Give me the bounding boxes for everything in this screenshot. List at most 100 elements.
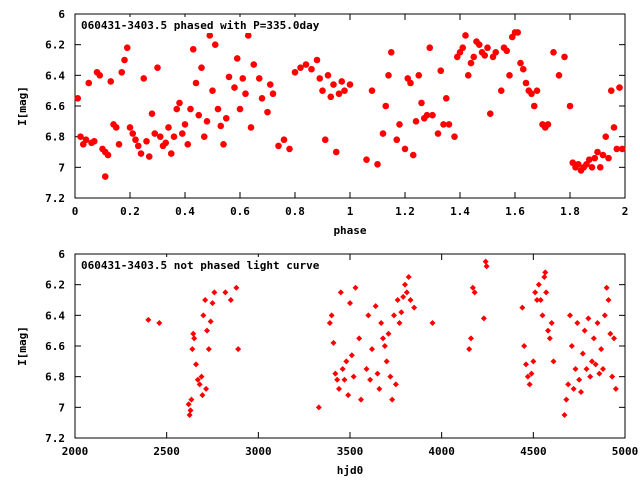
data-point [266,81,274,88]
data-point [578,389,584,395]
data-point [379,130,387,137]
data-point [316,75,324,82]
data-point [233,55,241,62]
data-point [576,376,583,383]
data-point [209,300,216,307]
data-point [396,320,403,326]
data-point [145,316,152,323]
data-point [341,87,348,94]
data-point [407,79,414,87]
x-tick-label: 0.8 [285,205,305,218]
data-point [321,136,329,144]
data-point [176,99,183,107]
data-point [184,141,192,148]
data-point [544,121,552,128]
data-point [383,358,390,365]
data-point [187,105,194,113]
chart-title: 060431-3403.5 phased with P=335.0day [81,19,320,32]
data-point [555,72,563,79]
data-point [483,263,490,270]
data-point [336,385,342,392]
data-point [302,61,310,68]
data-point [602,133,610,140]
x-tick-label: 3000 [245,445,272,458]
data-point [539,312,546,319]
data-point [297,64,304,71]
data-point [189,346,196,353]
y-tick-label: 6.4 [45,69,65,82]
data-point [475,41,483,48]
data-point [550,49,557,56]
data-point [532,289,539,296]
data-point [291,68,299,76]
data-point [203,385,210,392]
data-point [568,343,575,349]
data-point [343,358,350,365]
data-point [115,141,123,148]
data-point [188,396,195,403]
data-point [387,49,395,56]
data-point [173,105,181,113]
data-point [190,330,197,337]
data-point [607,330,614,337]
data-points [145,258,619,418]
data-point [411,304,418,311]
data-point [611,335,617,342]
data-point [596,370,603,377]
y-tick-label: 6 [58,8,65,21]
y-tick-label: 7.2 [45,192,65,205]
data-point [594,148,601,156]
data-point [82,136,90,144]
data-point [347,300,353,307]
data-point [613,145,621,153]
data-point [567,312,573,319]
data-point [521,343,528,349]
data-point [327,93,335,101]
data-point [480,315,487,322]
data-point [156,320,163,326]
data-point [550,358,557,365]
data-point [339,366,346,372]
data-point [356,335,363,342]
data-point [445,121,453,128]
y-tick-label: 7.2 [45,432,65,445]
data-point [618,145,626,153]
data-point [462,32,469,39]
data-point [434,130,442,137]
data-point [585,315,592,322]
data-point [409,151,417,159]
y-tick-label: 6.8 [45,371,65,384]
data-point [326,320,333,326]
data-point [352,284,359,291]
data-point [145,153,153,160]
data-point [132,136,139,144]
data-point [211,41,219,48]
data-point [191,335,198,342]
data-point [162,139,170,147]
data-point [429,111,436,119]
y-axis-label: I[mag] [16,86,29,126]
data-point [286,145,293,153]
data-point [546,335,553,342]
data-point [437,67,445,75]
data-point [338,78,346,85]
data-point [396,121,403,128]
data-point [574,160,582,168]
data-point [380,335,386,342]
data-point [534,297,540,303]
data-point [588,164,596,171]
data-point [217,122,225,130]
data-point [376,385,383,392]
data-point [468,335,474,342]
data-point [415,72,423,79]
y-tick-label: 6.6 [45,100,65,113]
x-tick-label: 4500 [520,445,547,458]
data-point [236,105,244,113]
data-point [563,396,570,403]
data-point [610,124,618,131]
data-point [368,87,376,94]
data-point [522,79,530,87]
data-point [101,173,109,180]
data-point [200,133,208,140]
data-point [187,407,194,414]
